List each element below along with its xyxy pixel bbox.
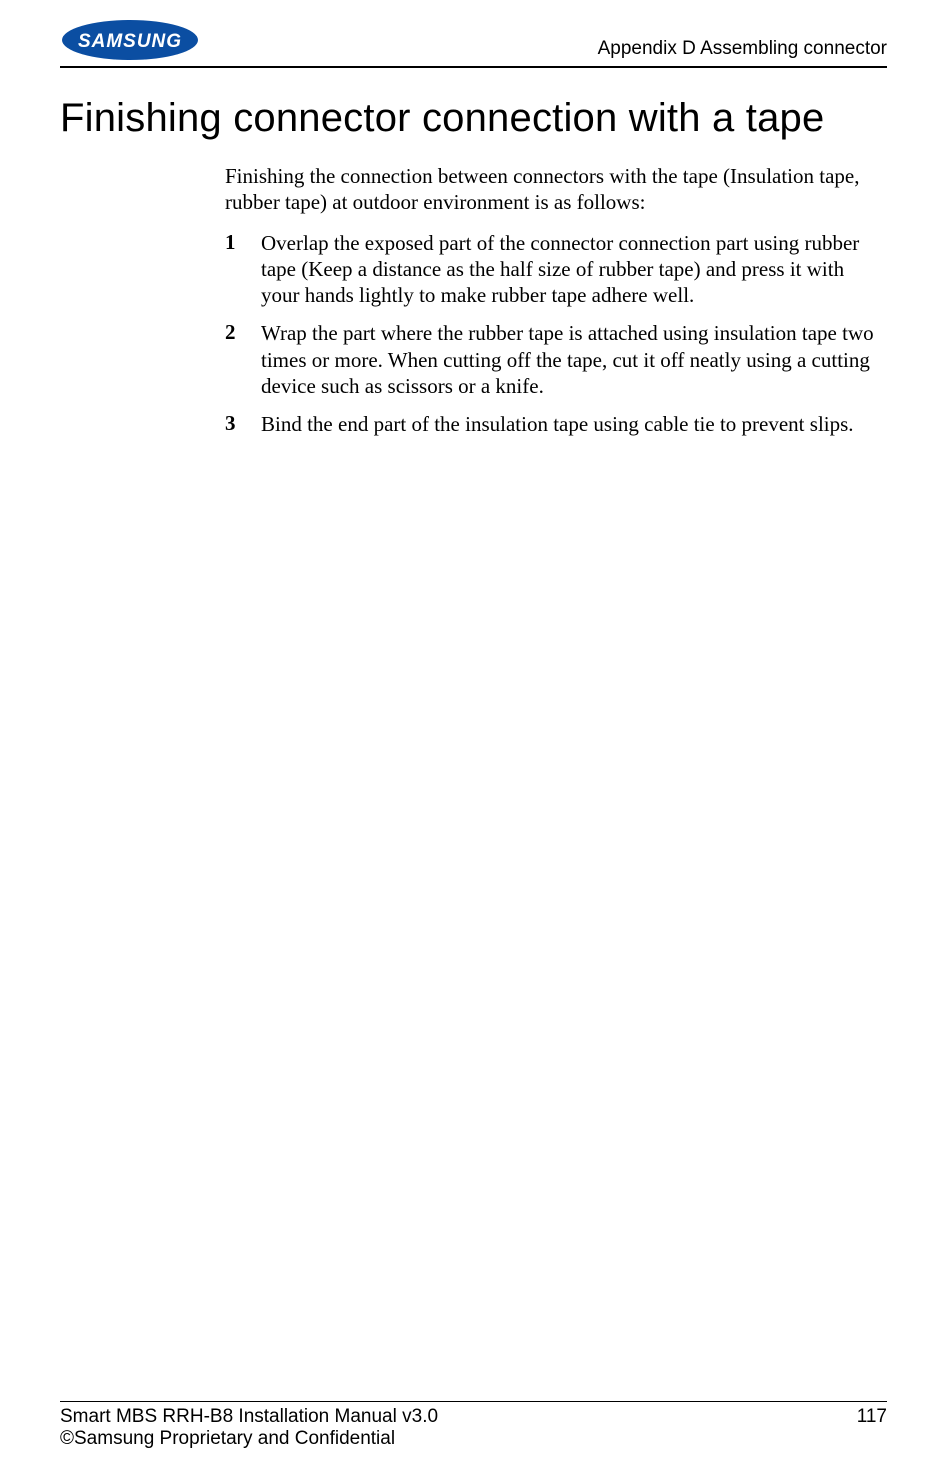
list-item: 3 Bind the end part of the insulation ta…: [225, 411, 877, 437]
header-rule: [60, 66, 887, 68]
page-header: SAMSUNG Appendix D Assembling connector: [60, 0, 887, 62]
steps-list: 1 Overlap the exposed part of the connec…: [225, 230, 877, 438]
footer-rule: [60, 1401, 887, 1402]
list-item: 2 Wrap the part where the rubber tape is…: [225, 320, 877, 399]
step-number: 1: [225, 230, 261, 309]
footer-page-number: 117: [857, 1406, 887, 1428]
footer-row: Smart MBS RRH-B8 Installation Manual v3.…: [60, 1406, 887, 1428]
samsung-logo: SAMSUNG: [60, 18, 200, 62]
step-number: 3: [225, 411, 261, 437]
page-footer: Smart MBS RRH-B8 Installation Manual v3.…: [60, 1401, 887, 1450]
footer-doc-title: Smart MBS RRH-B8 Installation Manual v3.…: [60, 1406, 438, 1428]
header-appendix-label: Appendix D Assembling connector: [598, 38, 887, 62]
step-text: Wrap the part where the rubber tape is a…: [261, 320, 877, 399]
page-title: Finishing connector connection with a ta…: [60, 96, 887, 141]
step-text: Overlap the exposed part of the connecto…: [261, 230, 877, 309]
body-content: Finishing the connection between connect…: [225, 163, 877, 437]
list-item: 1 Overlap the exposed part of the connec…: [225, 230, 877, 309]
footer-confidential: ©Samsung Proprietary and Confidential: [60, 1428, 887, 1450]
step-number: 2: [225, 320, 261, 399]
page: SAMSUNG Appendix D Assembling connector …: [0, 0, 947, 1478]
intro-paragraph: Finishing the connection between connect…: [225, 163, 877, 216]
step-text: Bind the end part of the insulation tape…: [261, 411, 854, 437]
samsung-logo-text: SAMSUNG: [78, 31, 182, 52]
